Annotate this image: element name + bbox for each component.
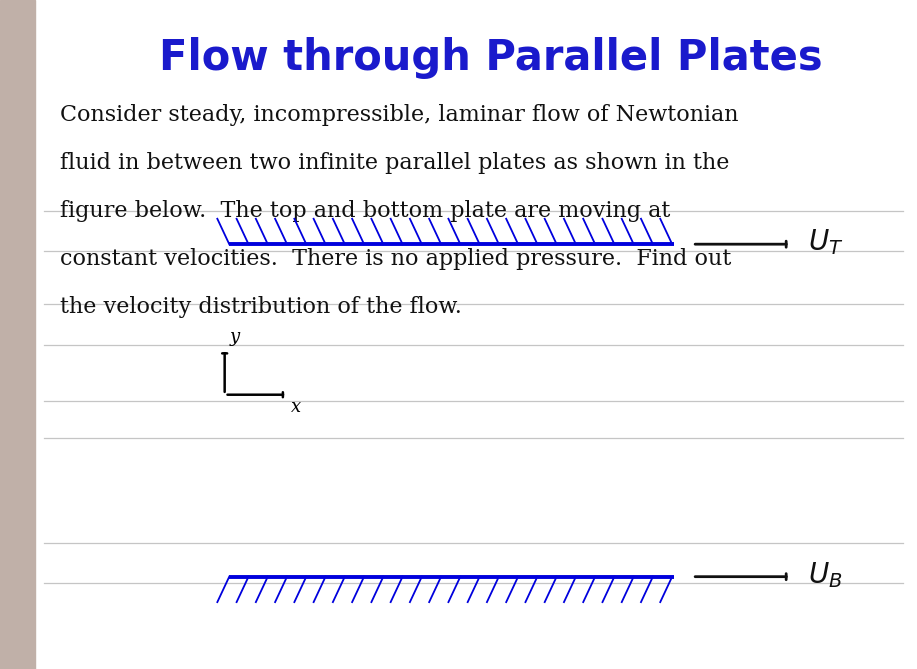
Text: y: y bbox=[230, 328, 240, 346]
Text: figure below.  The top and bottom plate are moving at: figure below. The top and bottom plate a… bbox=[60, 200, 670, 222]
Text: constant velocities.  There is no applied pressure.  Find out: constant velocities. There is no applied… bbox=[60, 248, 731, 270]
Text: Consider steady, incompressible, laminar flow of Newtonian: Consider steady, incompressible, laminar… bbox=[60, 104, 738, 126]
Text: $\mathit{U}_B$: $\mathit{U}_B$ bbox=[808, 560, 843, 589]
Text: x: x bbox=[291, 398, 301, 416]
Text: the velocity distribution of the flow.: the velocity distribution of the flow. bbox=[60, 296, 461, 318]
Bar bbox=[0, 0, 35, 669]
Text: Flow through Parallel Plates: Flow through Parallel Plates bbox=[159, 37, 823, 79]
Text: fluid in between two infinite parallel plates as shown in the: fluid in between two infinite parallel p… bbox=[60, 152, 729, 174]
Text: $\mathit{U}_T$: $\mathit{U}_T$ bbox=[808, 227, 844, 257]
